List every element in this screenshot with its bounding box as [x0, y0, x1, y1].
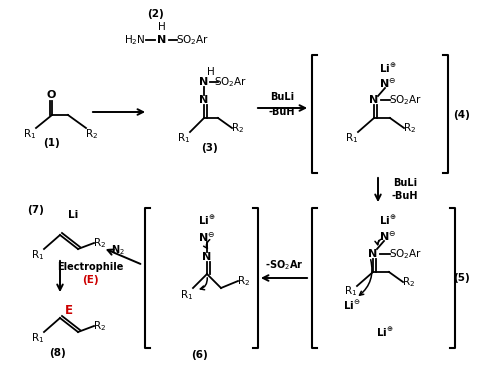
Text: R$_1$: R$_1$	[344, 284, 358, 298]
Text: -BuH: -BuH	[392, 191, 418, 201]
Text: E: E	[65, 303, 73, 316]
Text: N$^{\ominus}$: N$^{\ominus}$	[380, 229, 396, 243]
Text: BuLi: BuLi	[393, 178, 417, 188]
Text: Li: Li	[68, 210, 78, 220]
Text: Li$^{\oplus}$: Li$^{\oplus}$	[379, 62, 397, 75]
Text: R$_1$: R$_1$	[180, 288, 194, 302]
Text: N: N	[200, 77, 208, 87]
Text: R$_1$: R$_1$	[32, 248, 44, 262]
Text: Li$^{\oplus}$: Li$^{\oplus}$	[379, 213, 397, 226]
Text: N: N	[200, 95, 208, 105]
Text: H: H	[158, 22, 166, 32]
Text: R$_1$: R$_1$	[24, 127, 36, 141]
Text: (8): (8)	[48, 348, 66, 358]
FancyArrowPatch shape	[200, 278, 207, 290]
Text: (4): (4)	[454, 110, 470, 120]
Text: N: N	[202, 252, 211, 262]
Text: N$^{\ominus}$: N$^{\ominus}$	[198, 230, 216, 244]
Text: H$_2$N: H$_2$N	[124, 33, 146, 47]
Text: H: H	[207, 67, 215, 77]
Text: (E): (E)	[82, 275, 98, 285]
Text: (5): (5)	[454, 273, 470, 283]
Text: (1): (1)	[44, 138, 60, 148]
Text: R$_2$: R$_2$	[94, 319, 106, 333]
Text: R$_2$: R$_2$	[238, 274, 250, 288]
Text: Li$^{\oplus}$: Li$^{\oplus}$	[198, 213, 216, 226]
FancyArrowPatch shape	[375, 239, 380, 245]
Text: (6): (6)	[192, 350, 208, 360]
Text: N: N	[370, 95, 378, 105]
Text: -SO$_2$Ar: -SO$_2$Ar	[265, 258, 303, 272]
FancyArrowPatch shape	[204, 239, 210, 248]
Text: (3): (3)	[202, 143, 218, 153]
Text: SO$_2$Ar: SO$_2$Ar	[390, 93, 422, 107]
Text: N: N	[368, 249, 378, 259]
Text: SO$_2$Ar: SO$_2$Ar	[176, 33, 210, 47]
Text: R$_2$: R$_2$	[232, 121, 244, 135]
Text: Li$^{\ominus}$: Li$^{\ominus}$	[343, 298, 361, 311]
Text: R$_1$: R$_1$	[178, 131, 190, 145]
Text: R$_1$: R$_1$	[32, 331, 44, 345]
Text: SO$_2$Ar: SO$_2$Ar	[390, 247, 422, 261]
Text: R$_2$: R$_2$	[404, 121, 416, 135]
Text: R$_2$: R$_2$	[86, 127, 98, 141]
Text: R$_2$: R$_2$	[94, 236, 106, 250]
Text: O: O	[46, 90, 56, 100]
Text: N: N	[158, 35, 166, 45]
Text: -BuH: -BuH	[269, 107, 295, 117]
Text: BuLi: BuLi	[270, 92, 294, 102]
Text: Electrophile: Electrophile	[57, 262, 123, 272]
Text: (2): (2)	[146, 9, 164, 19]
Text: R$_2$: R$_2$	[402, 275, 415, 289]
Text: Li$^{\oplus}$: Li$^{\oplus}$	[376, 325, 394, 338]
FancyArrowPatch shape	[360, 260, 372, 295]
Text: -N$_2$: -N$_2$	[107, 243, 125, 257]
Text: SO$_2$Ar: SO$_2$Ar	[214, 75, 248, 89]
Text: (7): (7)	[28, 205, 44, 215]
Text: N$^{\ominus}$: N$^{\ominus}$	[380, 76, 396, 90]
Text: R$_1$: R$_1$	[346, 131, 358, 145]
